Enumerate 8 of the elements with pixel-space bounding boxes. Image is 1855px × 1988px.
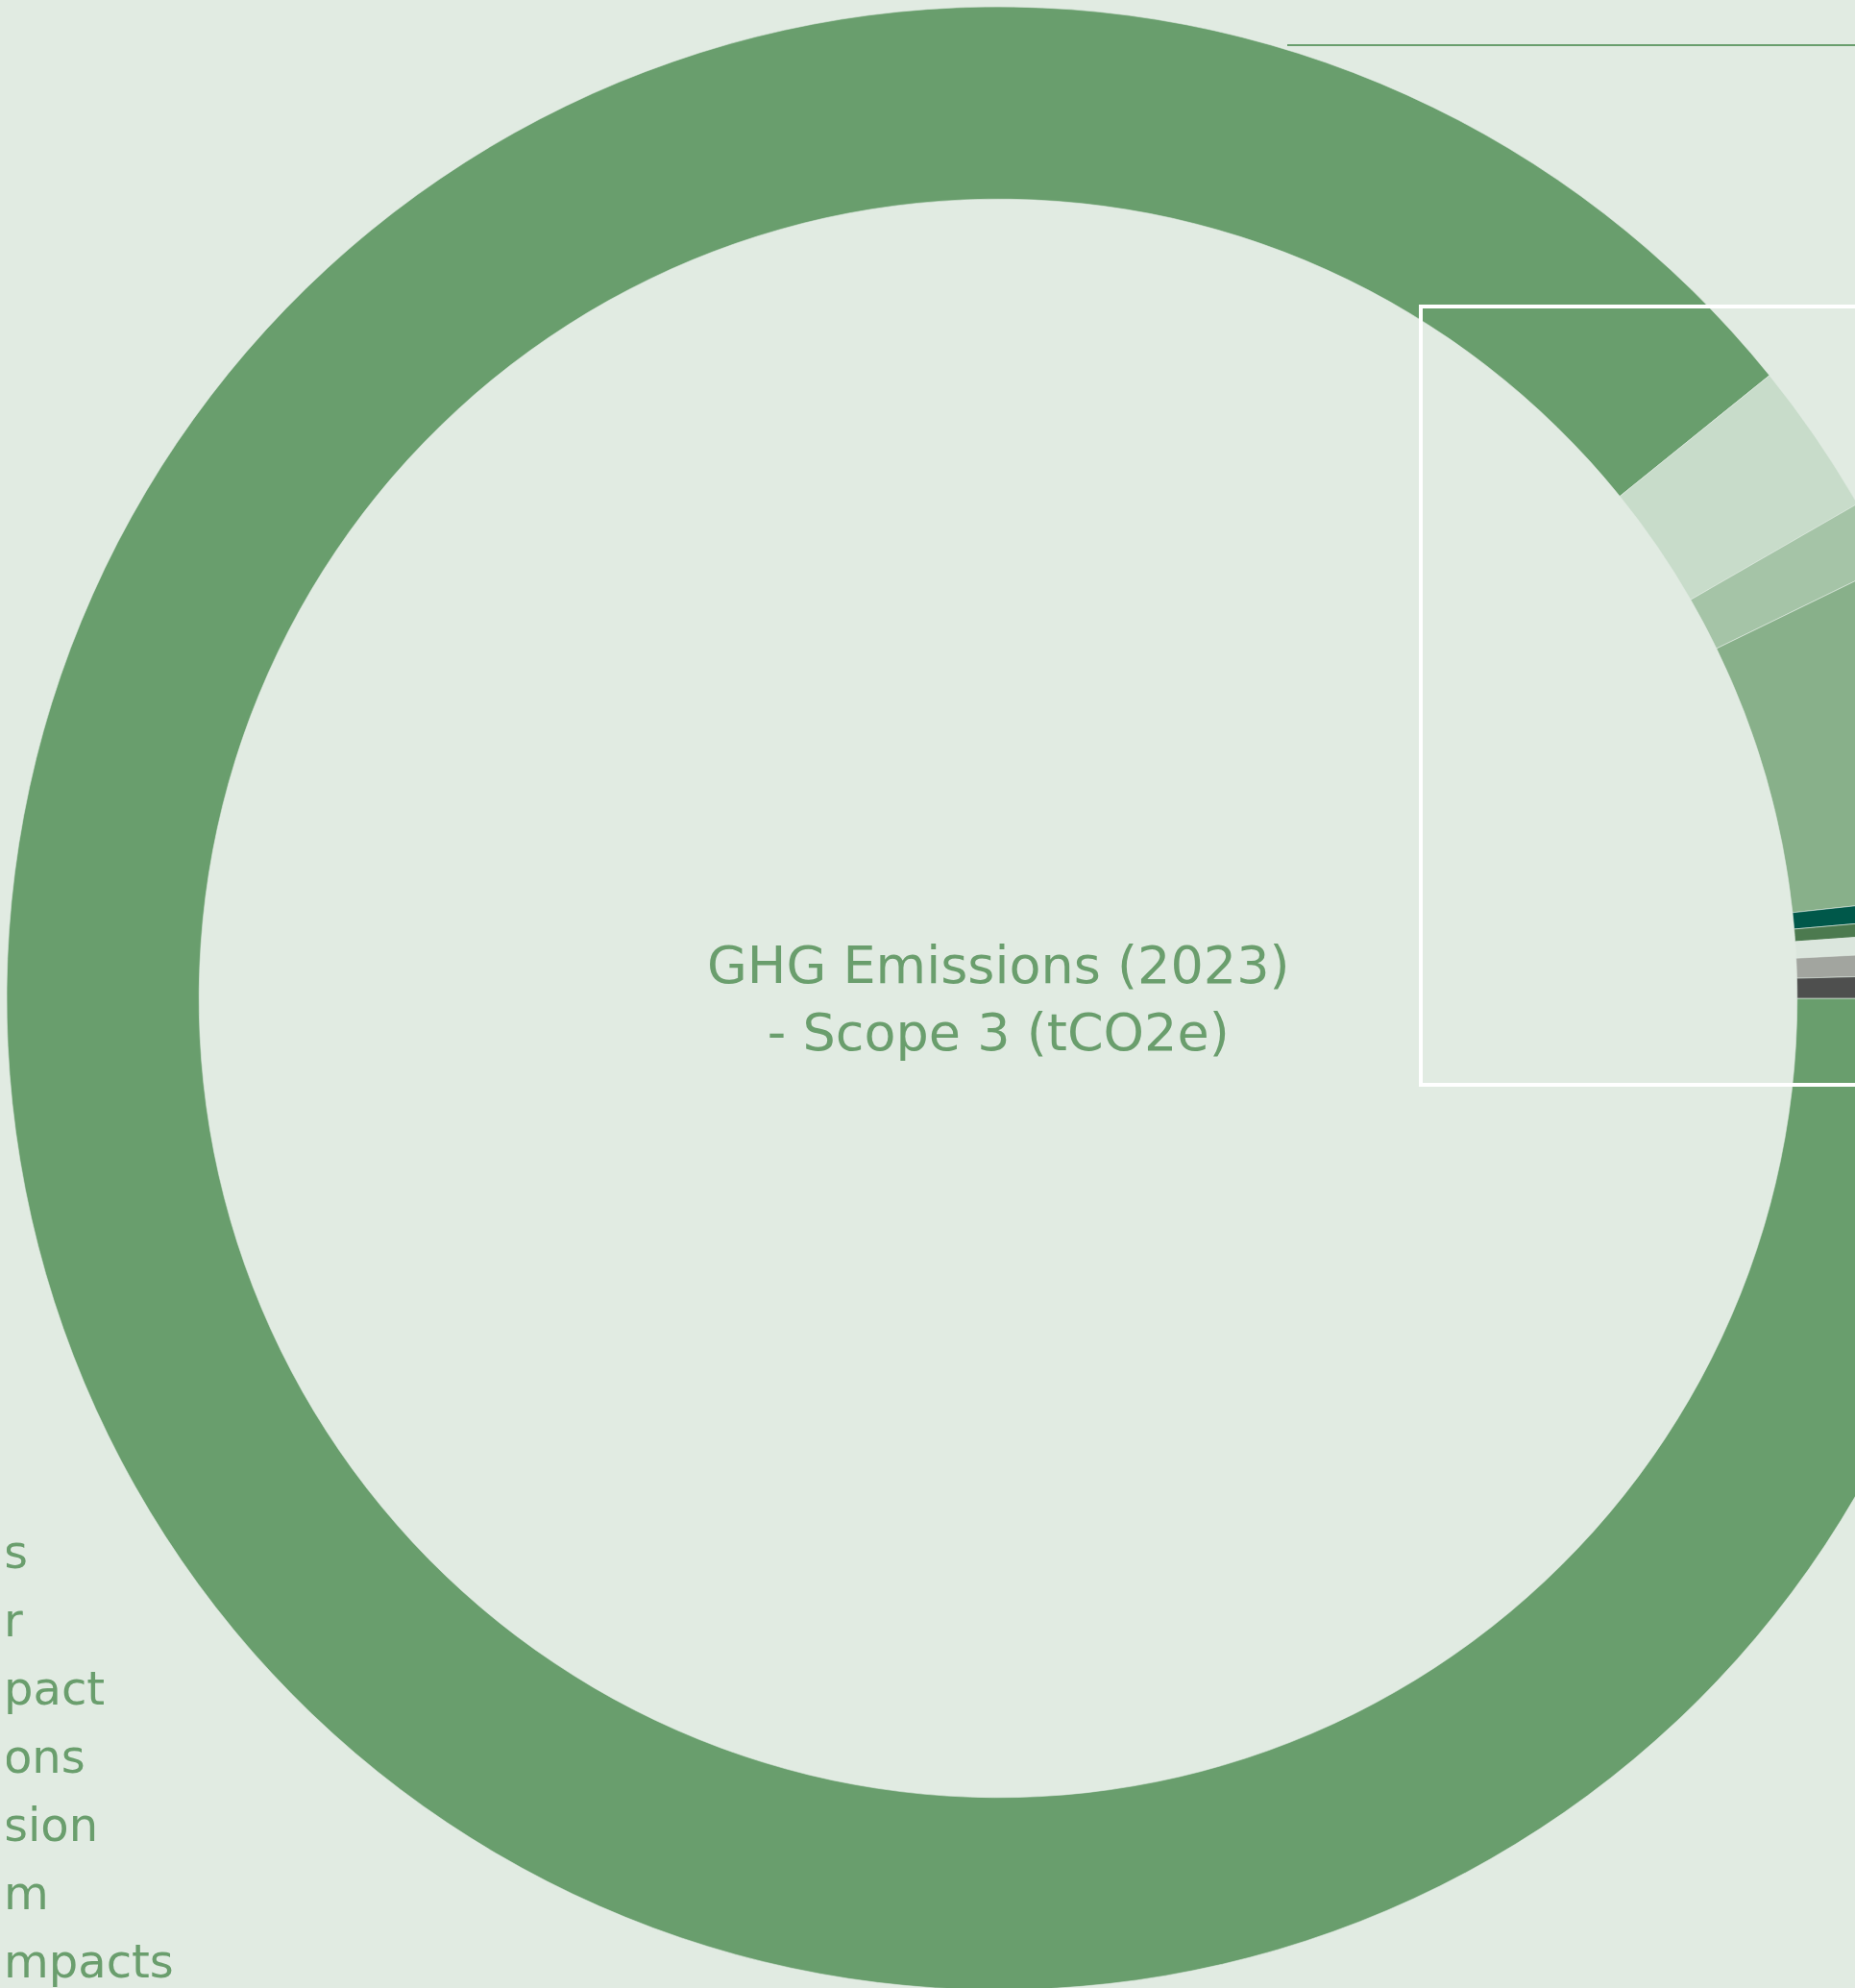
text: s bbox=[4, 1525, 29, 1579]
text: GHG Emissions (2023) - Scope 3 (tCO2e) bbox=[707, 935, 1290, 1064]
text: ons bbox=[4, 1730, 85, 1783]
text: m bbox=[4, 1866, 49, 1920]
text: r bbox=[4, 1593, 23, 1647]
text: sion bbox=[4, 1798, 99, 1852]
text: mpacts bbox=[4, 1934, 174, 1988]
text: pact bbox=[4, 1661, 106, 1715]
